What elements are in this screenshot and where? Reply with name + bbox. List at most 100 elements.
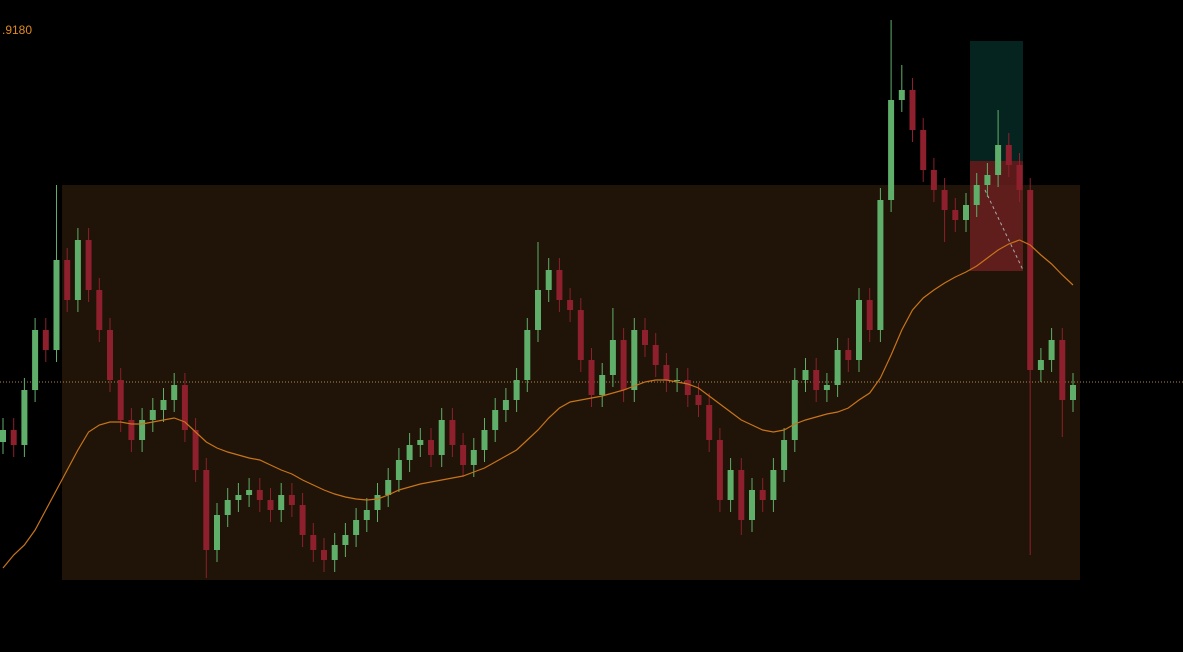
candle-body [866, 300, 873, 330]
candle-body [267, 500, 274, 510]
candle-body [973, 185, 980, 205]
candle-body [481, 430, 488, 450]
candle-body [449, 420, 456, 445]
candle-body [42, 330, 49, 350]
candle-body [695, 395, 702, 405]
candle-body [1070, 385, 1076, 400]
candle-body [256, 490, 263, 500]
candle-body [995, 145, 1002, 175]
candle-body [952, 210, 959, 220]
price-label: .9180 [2, 23, 32, 37]
candle-body [310, 535, 317, 550]
candle-body [181, 385, 188, 430]
candle-body [791, 380, 798, 440]
candle-body [674, 380, 681, 381]
candle-body [749, 490, 755, 520]
candle-body [535, 290, 541, 330]
candle-body [802, 370, 809, 380]
candle-body [21, 390, 28, 445]
candle-body [64, 260, 71, 300]
candle-body [823, 385, 830, 390]
stop-zone [970, 161, 1023, 271]
candle-body [406, 445, 413, 460]
candle-body [834, 350, 841, 385]
candle-body [930, 170, 937, 190]
candle-body [470, 450, 477, 465]
candle-body [770, 470, 777, 500]
candle-body [620, 340, 627, 390]
candle-body [385, 480, 392, 495]
candle-body [53, 260, 60, 350]
candle-body [856, 300, 862, 360]
candle-body [107, 330, 113, 380]
candle-body [524, 330, 531, 380]
candle-body [845, 350, 852, 360]
candle-body [246, 490, 253, 495]
candle-body [74, 240, 81, 300]
candle-body [759, 490, 766, 500]
marks [0, 20, 1183, 578]
candle-body [374, 495, 381, 510]
candle-body [556, 270, 563, 300]
candle-body [513, 380, 520, 400]
candle-body [567, 300, 574, 310]
candle-body [32, 330, 39, 390]
candle-body [353, 520, 360, 535]
candle-body [813, 370, 820, 390]
candle-body [149, 410, 156, 420]
candle-body [342, 535, 349, 545]
candle-body [1016, 165, 1023, 190]
moving-average [2, 239, 1074, 569]
candle-body [363, 510, 370, 520]
candle-body [652, 345, 659, 365]
candle-body [877, 200, 884, 330]
candle-body [85, 240, 92, 290]
candle-body [599, 375, 606, 395]
candle-body [684, 380, 691, 395]
candle-body [706, 405, 713, 440]
candle-body [299, 505, 306, 535]
candle-body [192, 430, 199, 470]
candle-body [631, 330, 638, 390]
candle-body [321, 550, 327, 560]
candle-body [331, 545, 338, 560]
candle-body [545, 270, 552, 290]
candle-body [738, 470, 745, 520]
candle-body [609, 340, 616, 375]
candle-body [588, 360, 595, 395]
candle-body [203, 470, 210, 550]
candle-body [941, 190, 948, 210]
candle-body [898, 90, 905, 100]
candle-body [502, 400, 509, 410]
candle-body [10, 430, 17, 445]
candle-body [428, 440, 434, 455]
candle-body [0, 430, 6, 442]
candle-body [117, 380, 124, 420]
candle-body [139, 420, 146, 440]
candle-body [235, 495, 242, 500]
candle-body [128, 420, 135, 440]
candle-body [577, 310, 584, 360]
candle-body [417, 440, 424, 445]
candle-body [395, 460, 402, 480]
candle-body [1037, 360, 1044, 370]
candle-body [781, 440, 788, 470]
candle-body [963, 205, 969, 220]
candle-body [288, 495, 295, 505]
candle-body [920, 130, 927, 170]
candle-body [984, 175, 991, 185]
candle-body [1059, 340, 1066, 400]
candle-body [492, 410, 499, 430]
candle-body [160, 400, 167, 410]
candle-body [278, 495, 285, 510]
candle-body [1048, 340, 1055, 360]
target-zone [970, 41, 1023, 161]
candle-body [171, 385, 178, 400]
candle-body [716, 440, 723, 500]
candle-body [214, 515, 220, 550]
candle-body [96, 290, 103, 330]
candle-body [438, 420, 445, 455]
position-path [984, 189, 1024, 271]
